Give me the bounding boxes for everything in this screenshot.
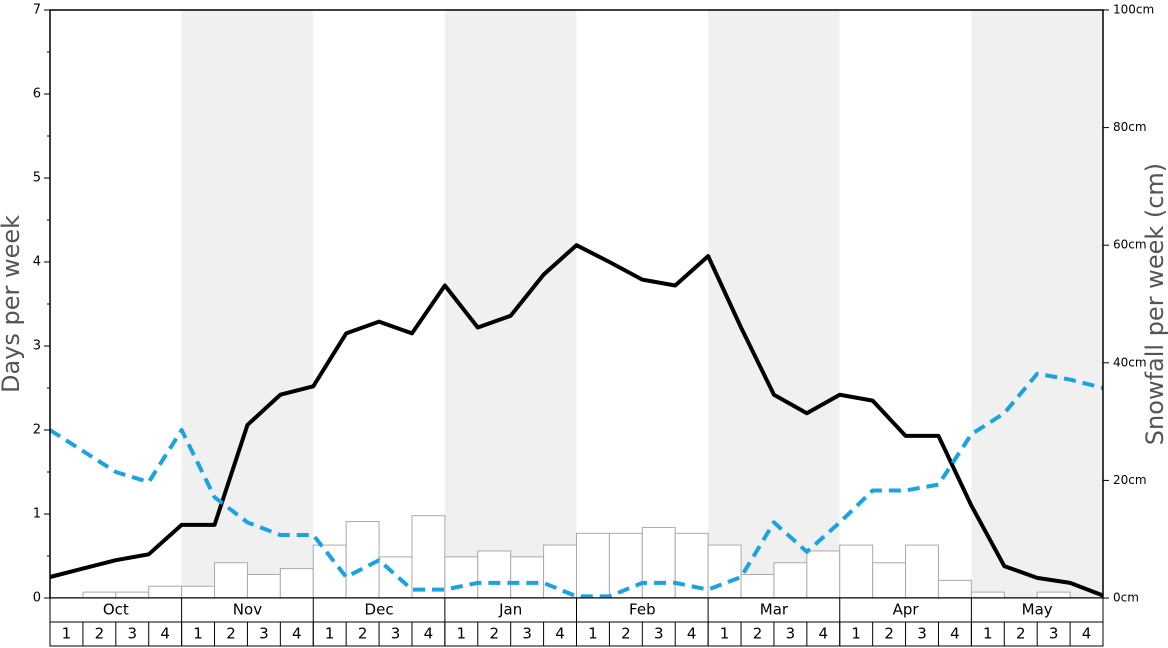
line [49,243,1104,598]
month-label: May [1022,601,1053,619]
month-label: Feb [629,601,656,619]
week-label: 2 [884,625,894,643]
month-label: Mar [760,601,789,619]
week-label: 2 [358,625,368,643]
bar [444,556,479,599]
week-label: 1 [588,625,598,643]
bar [806,550,841,599]
bar [82,591,117,599]
month-shade [444,10,577,598]
week-label: 3 [259,625,269,643]
month-shade [708,10,840,598]
week-label: 2 [226,625,236,643]
bar [246,573,281,599]
y-tick-label: 2 [33,423,41,438]
bar [477,550,512,599]
week-label: 2 [1016,625,1026,643]
y-tick-label: 4 [33,255,41,270]
week-label: 3 [391,625,401,643]
bar [905,544,939,599]
y-tick-label: 1 [33,507,41,522]
bar [181,585,216,599]
bar [773,562,808,599]
y-tick-label: 3 [33,339,41,354]
month-shade [971,10,1103,598]
week-label: 1 [983,625,993,643]
week-label: 4 [687,625,697,643]
bar [740,573,775,599]
line [48,371,1104,599]
bar [707,544,742,599]
y2-tick-label: 100cm [1113,3,1154,17]
bar [378,556,413,599]
bar [937,579,972,599]
week-label: 4 [292,625,302,643]
week-label: 2 [621,625,631,643]
week-label: 4 [1082,625,1092,643]
week-label: 4 [950,625,960,643]
week-label: 3 [654,625,664,643]
y-tick-label: 7 [33,3,41,18]
week-label: 4 [160,625,170,643]
bar [872,562,907,599]
bar [543,544,577,599]
week-label: 4 [424,625,434,643]
month-label: Apr [893,601,920,619]
bar [345,521,380,599]
bar [279,568,314,599]
y2-tick-label: 40cm [1113,355,1147,369]
y2-tick-label: 60cm [1113,238,1147,252]
week-label: 3 [127,625,137,643]
bar [576,532,610,599]
bar [970,591,1005,599]
month-label: Oct [103,601,129,619]
bar [839,544,874,599]
week-label: 4 [555,625,565,643]
week-label: 1 [720,625,730,643]
y2-tick-label: 0cm [1113,591,1139,605]
bar [510,556,545,599]
week-label: 3 [786,625,796,643]
y-tick-label: 0 [33,591,41,606]
month-label: Nov [233,601,262,619]
week-label: 1 [325,625,335,643]
week-label: 4 [819,625,829,643]
week-label: 3 [917,625,927,643]
week-label: 2 [753,625,763,643]
bar [641,526,676,599]
y-tick-label: 6 [33,87,41,102]
week-label: 3 [1049,625,1059,643]
bar [411,515,446,599]
bar [1036,591,1071,599]
week-label: 1 [62,625,72,643]
bar [214,562,248,599]
week-label: 1 [851,625,861,643]
week-label: 1 [457,625,467,643]
month-shade [181,10,314,598]
week-label: 2 [95,625,105,643]
week-label: 3 [522,625,532,643]
month-label: Dec [365,601,394,619]
y-tick-label: 5 [33,171,41,186]
bar [148,585,183,599]
bar [115,591,150,599]
y2-tick-label: 20cm [1113,473,1147,487]
week-label: 1 [193,625,203,643]
y2-tick-label: 80cm [1113,120,1147,134]
week-label: 2 [489,625,499,643]
month-label: Jan [498,601,522,619]
y-axis-title: Days per week [0,215,25,393]
y2-axis-title: Snowfall per week (cm) [1141,163,1168,445]
